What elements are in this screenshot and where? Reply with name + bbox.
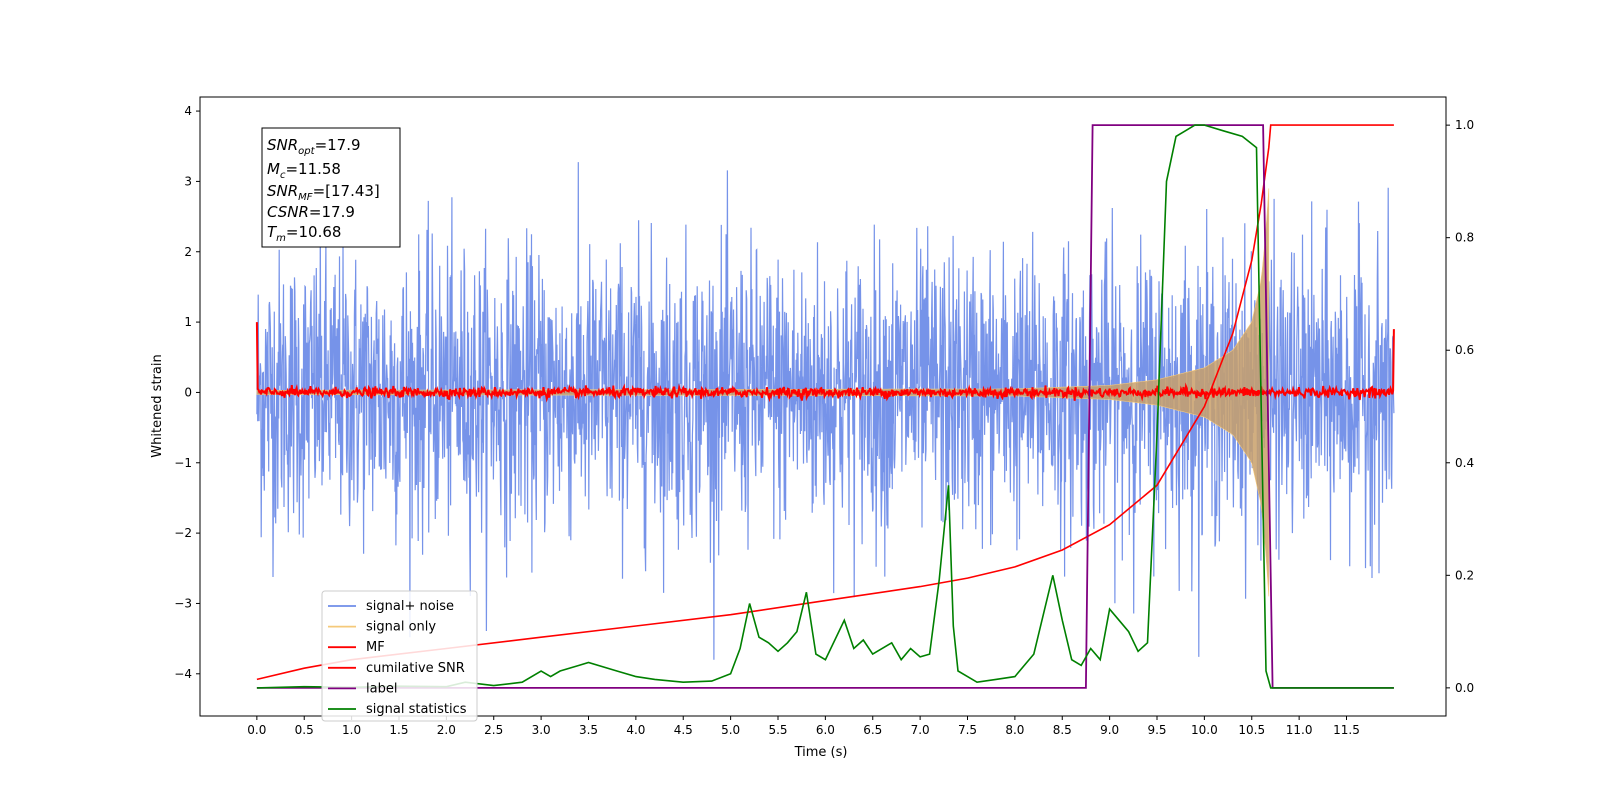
x-tick-label: 9.5 bbox=[1147, 723, 1166, 737]
y-left-tick-label: −2 bbox=[174, 526, 192, 540]
legend: signal+ noise signal only MF cumilative SNR… bbox=[321, 590, 478, 722]
x-tick-label: 4.0 bbox=[626, 723, 645, 737]
x-tick-label: 0.0 bbox=[247, 723, 266, 737]
y-axis-label: Whitened strain bbox=[150, 354, 165, 457]
annotation-snr-opt: SNRopt=17.9 bbox=[267, 136, 361, 157]
x-tick-label: 7.0 bbox=[911, 723, 930, 737]
legend-item-label: label bbox=[366, 681, 397, 696]
y-right-tick-label: 0.4 bbox=[1455, 456, 1474, 470]
legend-item-label: signal only bbox=[366, 620, 436, 635]
annotation-csnr: CSNR=17.9 bbox=[267, 203, 355, 221]
y-right-tick-label: 1.0 bbox=[1455, 118, 1474, 132]
y-left-tick-label: −1 bbox=[174, 456, 192, 470]
annotation-mc: Mc=11.58 bbox=[267, 160, 341, 181]
series-mf-line bbox=[255, 322, 1395, 403]
series-signal-statistics-line bbox=[256, 124, 1394, 689]
x-tick-label: 1.5 bbox=[389, 723, 408, 737]
y-axis-left-ticks: −4 −3 −2 −1 0 1 2 3 4 bbox=[174, 104, 200, 681]
y-axis-right-ticks: 0.0 0.2 0.4 0.6 0.8 1.0 bbox=[1446, 118, 1474, 695]
x-axis-label: Time (s) bbox=[794, 745, 848, 760]
y-left-tick-label: 4 bbox=[184, 104, 192, 118]
x-tick-label: 2.0 bbox=[437, 723, 456, 737]
x-tick-label: 6.5 bbox=[863, 723, 882, 737]
series-layer bbox=[255, 124, 1395, 689]
x-tick-label: 6.0 bbox=[816, 723, 835, 737]
legend-item-label: MF bbox=[366, 640, 385, 655]
x-tick-label: 2.5 bbox=[484, 723, 503, 737]
y-left-tick-label: −4 bbox=[174, 667, 192, 681]
y-left-tick-label: −3 bbox=[174, 596, 192, 610]
annotation-box: SNRopt=17.9 Mc=11.58 SNRMF=[17.43] CSNR=… bbox=[261, 127, 401, 248]
x-tick-label: 1.0 bbox=[342, 723, 361, 737]
x-tick-label: 3.0 bbox=[532, 723, 551, 737]
y-right-tick-label: 0.6 bbox=[1455, 343, 1474, 357]
x-tick-label: 5.0 bbox=[721, 723, 740, 737]
plot-frame bbox=[199, 96, 1447, 717]
x-tick-label: 8.5 bbox=[1053, 723, 1072, 737]
x-tick-label: 10.0 bbox=[1191, 723, 1218, 737]
y-left-tick-label: 0 bbox=[184, 385, 192, 399]
x-tick-label: 5.5 bbox=[768, 723, 787, 737]
legend-item-label: signal statistics bbox=[366, 702, 467, 717]
x-tick-label: 10.5 bbox=[1238, 723, 1265, 737]
y-left-tick-label: 3 bbox=[184, 174, 192, 188]
x-tick-label: 11.5 bbox=[1333, 723, 1360, 737]
legend-item-label: cumilative SNR bbox=[366, 661, 465, 676]
x-tick-label: 4.5 bbox=[674, 723, 693, 737]
x-tick-label: 7.5 bbox=[958, 723, 977, 737]
annotation-snr-mf: SNRMF=[17.43] bbox=[267, 182, 380, 203]
y-right-tick-label: 0.0 bbox=[1455, 681, 1474, 695]
x-tick-label: 0.5 bbox=[295, 723, 314, 737]
y-right-tick-label: 0.8 bbox=[1455, 231, 1474, 245]
legend-item-label: signal+ noise bbox=[366, 599, 454, 614]
y-left-tick-label: 1 bbox=[184, 315, 192, 329]
annotation-tm: Tm=10.68 bbox=[267, 223, 341, 244]
x-axis-ticks: 0.0 0.5 1.0 1.5 2.0 2.5 3.0 3.5 4.0 4.5 5.0 5.5 6.0 6… bbox=[247, 716, 1360, 737]
x-tick-label: 3.5 bbox=[579, 723, 598, 737]
x-tick-label: 11.0 bbox=[1286, 723, 1313, 737]
x-tick-label: 8.0 bbox=[1005, 723, 1024, 737]
y-right-tick-label: 0.2 bbox=[1455, 568, 1474, 582]
y-left-tick-label: 2 bbox=[184, 245, 192, 259]
x-tick-label: 9.0 bbox=[1100, 723, 1119, 737]
